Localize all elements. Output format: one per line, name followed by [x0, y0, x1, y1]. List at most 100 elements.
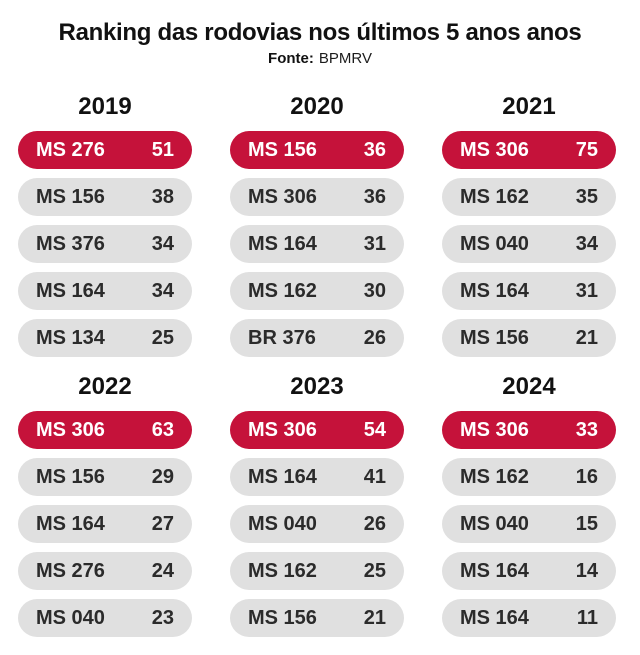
- road-value: 26: [363, 512, 386, 535]
- rank-row: MS 040 15: [442, 505, 616, 543]
- rank-row: MS 040 23: [18, 599, 192, 637]
- road-value: 27: [151, 512, 174, 535]
- road-label: MS 306: [460, 138, 529, 161]
- road-value: 29: [151, 465, 174, 488]
- road-label: MS 276: [36, 138, 105, 161]
- rank-row: MS 164 31: [230, 225, 404, 263]
- road-value: 14: [575, 559, 598, 582]
- rank-row: MS 162 30: [230, 272, 404, 310]
- road-label: MS 162: [460, 185, 529, 208]
- rank-row: MS 156 21: [230, 599, 404, 637]
- road-value: 26: [363, 326, 386, 349]
- year-column-2021: 2021 MS 306 75 MS 162 35 MS 040 34 MS 164 31…: [442, 93, 616, 357]
- road-value: 25: [151, 326, 174, 349]
- road-label: MS 306: [460, 418, 529, 441]
- rank-row: MS 040 26: [230, 505, 404, 543]
- road-value: 24: [151, 559, 174, 582]
- rank-row: MS 164 41: [230, 458, 404, 496]
- road-value: 35: [575, 185, 598, 208]
- road-value: 16: [575, 465, 598, 488]
- road-label: MS 164: [460, 559, 529, 582]
- rank-row: MS 134 25: [18, 319, 192, 357]
- year-header: 2021: [502, 93, 556, 120]
- rank-row: MS 164 27: [18, 505, 192, 543]
- ranking-grid: 2019 MS 276 51 MS 156 38 MS 376 34 MS 164 34…: [0, 68, 640, 637]
- rank-row: MS 306 63: [18, 411, 192, 449]
- road-label: MS 376: [36, 232, 105, 255]
- road-label: MS 156: [36, 465, 105, 488]
- source-line: Fonte: BPMRV: [0, 50, 640, 68]
- road-label: MS 164: [460, 606, 529, 629]
- rank-row: BR 376 26: [230, 319, 404, 357]
- year-column-2023: 2023 MS 306 54 MS 164 41 MS 040 26 MS 162 25…: [230, 373, 404, 637]
- road-label: MS 306: [36, 418, 105, 441]
- road-value: 31: [363, 232, 386, 255]
- road-value: 41: [363, 465, 386, 488]
- year-column-2019: 2019 MS 276 51 MS 156 38 MS 376 34 MS 164 34…: [18, 93, 192, 357]
- road-value: 21: [363, 606, 386, 629]
- rank-row: MS 164 34: [18, 272, 192, 310]
- road-label: MS 040: [248, 512, 317, 535]
- road-label: MS 162: [248, 279, 317, 302]
- road-label: MS 306: [248, 418, 317, 441]
- rank-row: MS 164 11: [442, 599, 616, 637]
- year-header: 2023: [290, 373, 344, 400]
- rank-row: MS 162 25: [230, 552, 404, 590]
- rank-row: MS 376 34: [18, 225, 192, 263]
- road-value: 51: [151, 138, 174, 161]
- road-value: 36: [363, 138, 386, 161]
- road-value: 34: [575, 232, 598, 255]
- page-title: Ranking das rodovias nos últimos 5 anos …: [58, 19, 582, 46]
- rank-row: MS 164 14: [442, 552, 616, 590]
- year-header: 2022: [78, 373, 132, 400]
- road-label: MS 040: [460, 512, 529, 535]
- rank-row: MS 156 38: [18, 178, 192, 216]
- road-value: 38: [151, 185, 174, 208]
- road-value: 23: [151, 606, 174, 629]
- road-label: MS 164: [248, 232, 317, 255]
- road-value: 31: [575, 279, 598, 302]
- road-label: MS 156: [248, 606, 317, 629]
- road-label: MS 156: [248, 138, 317, 161]
- rank-row: MS 276 51: [18, 131, 192, 169]
- road-label: MS 162: [460, 465, 529, 488]
- rank-row: MS 306 54: [230, 411, 404, 449]
- rank-row: MS 156 21: [442, 319, 616, 357]
- road-label: MS 040: [36, 606, 105, 629]
- road-value: 11: [576, 606, 598, 629]
- road-label: MS 134: [36, 326, 105, 349]
- road-label: MS 156: [460, 326, 529, 349]
- road-value: 34: [151, 279, 174, 302]
- road-label: MS 164: [36, 279, 105, 302]
- rank-row: MS 306 36: [230, 178, 404, 216]
- road-value: 25: [363, 559, 386, 582]
- road-value: 21: [575, 326, 598, 349]
- road-value: 34: [151, 232, 174, 255]
- rank-row: MS 306 75: [442, 131, 616, 169]
- year-header: 2019: [78, 93, 132, 120]
- road-label: MS 040: [460, 232, 529, 255]
- road-value: 15: [575, 512, 598, 535]
- rank-row: MS 306 33: [442, 411, 616, 449]
- road-label: MS 164: [460, 279, 529, 302]
- road-label: MS 276: [36, 559, 105, 582]
- source-label: Fonte:: [268, 50, 314, 67]
- rank-row: MS 156 36: [230, 131, 404, 169]
- road-value: 33: [575, 418, 598, 441]
- road-label: BR 376: [248, 326, 316, 349]
- road-value: 54: [363, 418, 386, 441]
- year-column-2020: 2020 MS 156 36 MS 306 36 MS 164 31 MS 162 30…: [230, 93, 404, 357]
- road-label: MS 306: [248, 185, 317, 208]
- year-header: 2024: [502, 373, 556, 400]
- rank-row: MS 156 29: [18, 458, 192, 496]
- road-label: MS 162: [248, 559, 317, 582]
- rank-row: MS 162 35: [442, 178, 616, 216]
- road-label: MS 164: [248, 465, 317, 488]
- year-header: 2020: [290, 93, 344, 120]
- road-value: 30: [363, 279, 386, 302]
- source-value: BPMRV: [318, 50, 372, 67]
- rank-row: MS 040 34: [442, 225, 616, 263]
- road-label: MS 156: [36, 185, 105, 208]
- road-value: 63: [151, 418, 174, 441]
- road-value: 75: [575, 138, 598, 161]
